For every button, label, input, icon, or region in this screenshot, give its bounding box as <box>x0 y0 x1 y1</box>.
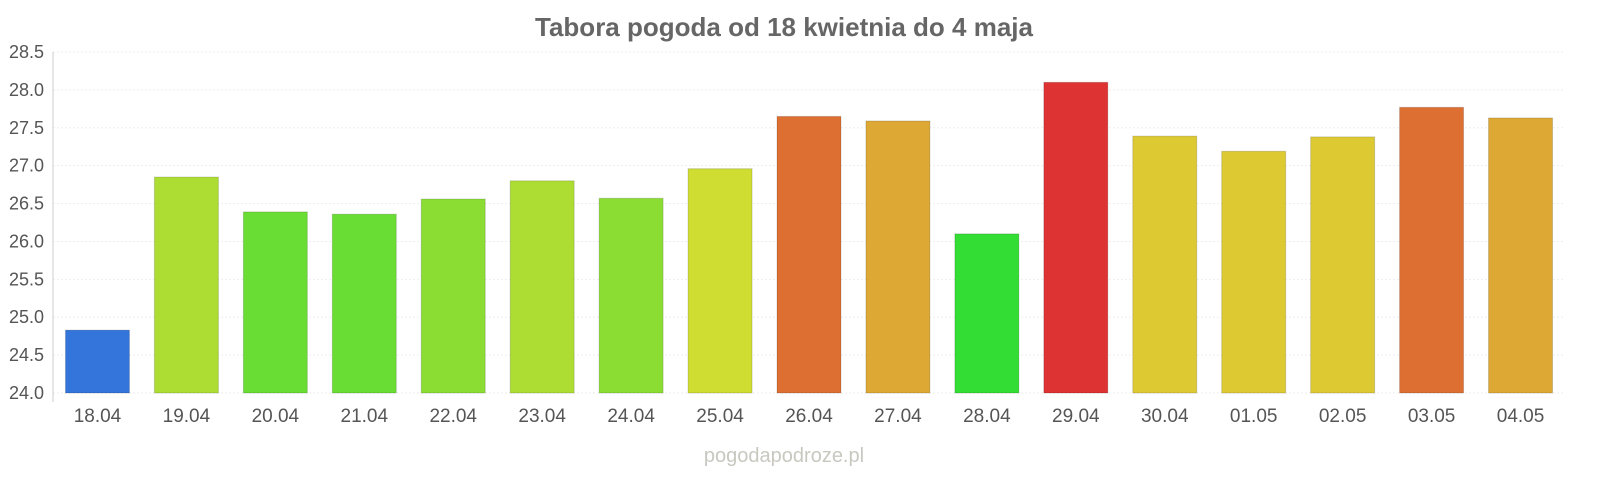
bar <box>242 211 308 394</box>
x-tick-label: 23.04 <box>518 406 566 427</box>
y-tick-label: 25.0 <box>9 307 44 327</box>
y-tick-label: 26.0 <box>9 231 44 251</box>
y-tick-label: 24.0 <box>9 383 44 403</box>
bar <box>420 198 486 394</box>
x-tick-label: 18.04 <box>74 406 122 427</box>
bar <box>64 329 130 394</box>
bar <box>1221 150 1287 394</box>
y-tick-label: 25.5 <box>9 269 44 289</box>
x-tick-label: 27.04 <box>874 406 922 427</box>
bar <box>1043 81 1109 394</box>
bar <box>331 213 397 394</box>
bar <box>1132 135 1198 394</box>
x-tick-label: 19.04 <box>163 406 211 427</box>
chart-title: Tabora pogoda od 18 kwietnia do 4 maja <box>535 12 1033 42</box>
bar <box>1399 106 1465 394</box>
y-tick-label: 27.5 <box>9 118 44 138</box>
x-tick-label: 22.04 <box>429 406 477 427</box>
bar <box>865 120 931 394</box>
bar <box>1310 136 1376 394</box>
x-tick-label: 21.04 <box>341 406 389 427</box>
bar <box>509 180 575 394</box>
bar <box>776 115 842 394</box>
x-tick-label: 28.04 <box>963 406 1011 427</box>
x-tick-label: 30.04 <box>1141 406 1189 427</box>
x-tick-label: 02.05 <box>1319 406 1367 427</box>
y-tick-label: 26.5 <box>9 194 44 214</box>
bar <box>153 176 219 394</box>
y-tick-label: 24.5 <box>9 345 44 365</box>
bar <box>1488 117 1554 394</box>
watermark: pogodapodroze.pl <box>704 445 864 467</box>
x-tick-label: 25.04 <box>696 406 744 427</box>
x-tick-label: 01.05 <box>1230 406 1278 427</box>
x-tick-label: 26.04 <box>785 406 833 427</box>
x-tick-label: 03.05 <box>1408 406 1456 427</box>
bar <box>598 197 664 394</box>
y-tick-label: 28.5 <box>9 42 44 62</box>
x-tick-label: 29.04 <box>1052 406 1100 427</box>
x-tick-label: 20.04 <box>252 406 300 427</box>
x-tick-label: 24.04 <box>607 406 655 427</box>
bar <box>687 168 753 394</box>
y-tick-label: 28.0 <box>9 80 44 100</box>
bar <box>954 233 1020 394</box>
y-tick-label: 27.0 <box>9 156 44 176</box>
x-tick-label: 04.05 <box>1497 406 1545 427</box>
